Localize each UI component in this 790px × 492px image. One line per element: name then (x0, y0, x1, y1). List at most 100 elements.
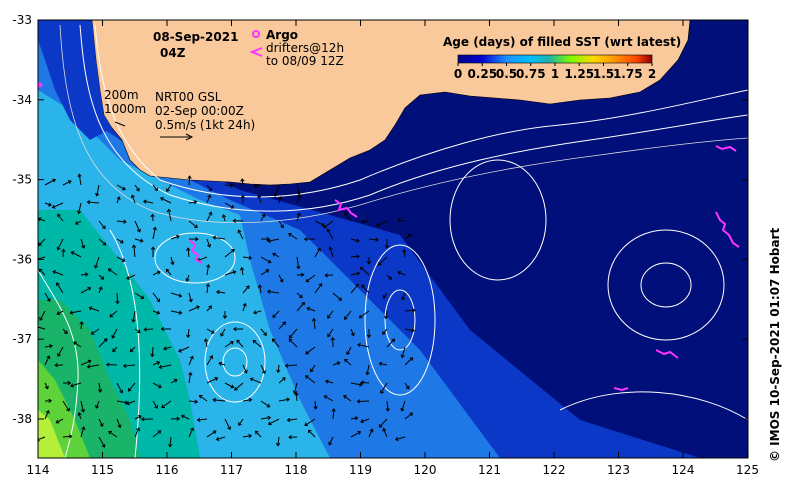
velocity-arrow (78, 202, 82, 214)
velocity-arrow-head (115, 300, 120, 305)
velocity-arrow (310, 364, 316, 372)
velocity-arrow (305, 346, 316, 355)
velocity-arrow-head (203, 338, 209, 342)
velocity-arrow (80, 360, 92, 366)
velocity-arrow-head (136, 427, 140, 432)
velocity-arrow-head (123, 219, 127, 224)
colorbar-ticks: 0 0.250.50.75 1 1.251.51.75 2 (454, 63, 656, 81)
velocity-arrow-head (95, 192, 100, 197)
velocity-arrow-head (122, 186, 126, 191)
lon-tick-label: 117 (220, 463, 243, 477)
velocity-arrow-head (116, 196, 121, 201)
velocity-arrow-head (311, 317, 317, 322)
velocity-arrow (206, 212, 212, 222)
velocity-arrow-head (122, 363, 127, 369)
velocity-arrow-head (369, 428, 374, 433)
velocity-arrow-head (214, 376, 219, 381)
velocity-arrow (170, 379, 178, 384)
product-name: NRT00 GSL (155, 90, 222, 104)
velocity-arrow (350, 255, 360, 258)
velocity-arrow-head (48, 398, 53, 403)
velocity-arrow-head (288, 435, 292, 440)
velocity-arrow (78, 412, 82, 420)
velocity-arrow (255, 431, 262, 438)
velocity-arrow (241, 178, 244, 186)
velocity-arrow-head (378, 423, 383, 428)
velocity-arrow-head (186, 334, 191, 339)
velocity-arrow (94, 256, 100, 268)
velocity-arrow (116, 196, 120, 204)
velocity-arrow-head (236, 339, 241, 344)
velocity-arrow-head (93, 264, 99, 269)
velocity-arrow (242, 303, 246, 312)
velocity-arrow-head (157, 430, 162, 434)
velocity-arrow (242, 256, 252, 259)
velocity-arrow-head (361, 284, 365, 289)
lon-tick-label: 118 (285, 463, 308, 477)
velocity-arrow (181, 415, 190, 420)
velocity-arrow-head (272, 252, 277, 257)
velocity-arrow (206, 377, 218, 384)
velocity-arrow (152, 184, 158, 191)
velocity-arrow-head (324, 273, 328, 278)
velocity-arrow-head (45, 410, 50, 414)
velocity-arrow (344, 359, 352, 366)
velocity-arrow (328, 436, 334, 446)
velocity-arrow (98, 418, 104, 427)
velocity-arrow-head (119, 389, 124, 394)
velocity-arrow-head (366, 261, 372, 265)
velocity-arrow-head (95, 404, 100, 409)
velocity-arrow-head (245, 285, 250, 290)
velocity-arrow (260, 269, 269, 276)
lat-axis: -33 -34 -35 -36 -37 -38 (12, 13, 748, 426)
velocity-arrow-head (297, 194, 302, 199)
velocity-arrow-head (271, 338, 276, 343)
velocity-arrow-head (248, 255, 253, 261)
velocity-arrow (332, 362, 340, 366)
velocity-arrows (38, 173, 416, 448)
velocity-arrow (307, 307, 316, 312)
velocity-arrow (241, 267, 244, 276)
velocity-arrow-head (73, 341, 77, 346)
velocity-arrow (268, 418, 280, 425)
velocity-arrow-head (170, 261, 175, 266)
velocity-arrow (401, 346, 406, 358)
velocity-arrow-head (108, 430, 112, 435)
velocity-arrow-head (360, 380, 365, 385)
velocity-arrow (357, 344, 370, 348)
velocity-arrow (260, 256, 272, 263)
drifter-legend-icon (249, 47, 263, 57)
velocity-arrow-head (81, 244, 86, 249)
velocity-arrow (111, 328, 118, 339)
velocity-arrow (397, 271, 406, 276)
velocity-arrow-head (288, 233, 292, 237)
velocity-arrow-head (138, 415, 142, 419)
velocity-arrow (323, 220, 334, 229)
velocity-arrow-head (350, 332, 355, 337)
velocity-arrow (376, 220, 388, 227)
velocity-arrow-head (327, 333, 331, 338)
velocity-arrow (126, 274, 136, 280)
argo-float-1 (38, 82, 43, 88)
velocity-arrow (188, 356, 194, 366)
velocity-arrow (205, 339, 208, 348)
velocity-arrow (116, 184, 126, 191)
colorbar-tick-label: 0 (454, 67, 462, 81)
velocity-arrow-head (173, 378, 178, 383)
velocity-arrow (57, 214, 64, 222)
lon-tick-label: 121 (478, 463, 501, 477)
velocity-arrow-head (212, 397, 217, 403)
velocity-arrow-head (307, 429, 312, 434)
velocity-arrow-head (326, 228, 331, 233)
velocity-arrow-head (152, 226, 157, 231)
velocity-arrow (350, 283, 359, 294)
velocity-arrow-head (232, 270, 237, 275)
velocity-arrow-head (142, 199, 147, 204)
velocity-arrow (87, 201, 100, 204)
velocity-arrow (224, 184, 233, 187)
velocity-arrow-head (317, 247, 321, 252)
velocity-arrow-head (38, 268, 43, 273)
velocity-arrow (80, 238, 85, 249)
velocity-arrow-head (158, 364, 163, 370)
velocity-arrow-head (382, 427, 387, 432)
